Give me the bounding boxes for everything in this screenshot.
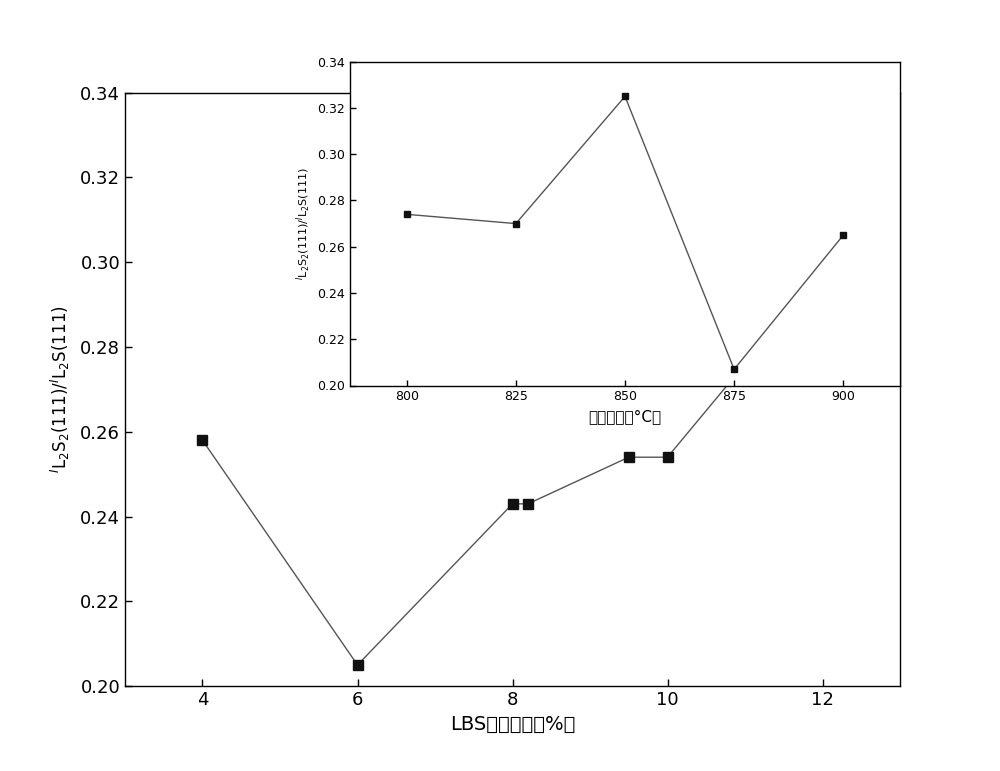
X-axis label: 烧结温度（°C）: 烧结温度（°C） — [588, 409, 662, 424]
Y-axis label: $^{I}$L$_{2}$S$_{2}$(111)/$^{I}$L$_{2}$S(111): $^{I}$L$_{2}$S$_{2}$(111)/$^{I}$L$_{2}$S… — [49, 305, 72, 473]
Y-axis label: $^{I}$L$_{2}$S$_{2}$(111)/$^{I}$L$_{2}$S(111): $^{I}$L$_{2}$S$_{2}$(111)/$^{I}$L$_{2}$S… — [295, 167, 313, 280]
X-axis label: LBS质量含量（%）: LBS质量含量（%） — [450, 715, 575, 734]
